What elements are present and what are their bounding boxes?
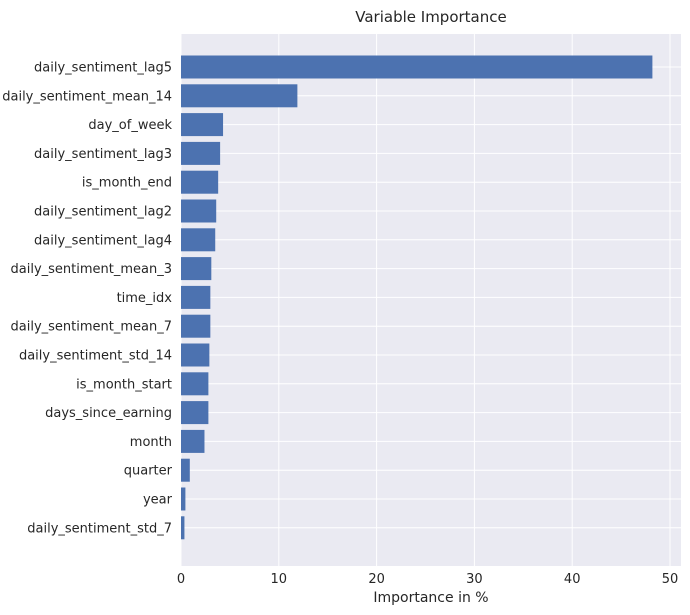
category-label-daily_sentiment_mean_14: daily_sentiment_mean_14	[2, 89, 172, 104]
bar-daily_sentiment_lag5	[181, 55, 653, 79]
bar-quarter	[181, 458, 190, 482]
x-tick-label-40: 40	[564, 572, 581, 587]
bar-daily_sentiment_lag3	[181, 141, 221, 165]
category-label-daily_sentiment_lag3: daily_sentiment_lag3	[34, 147, 172, 162]
bar-daily_sentiment_std_14	[181, 343, 210, 367]
x-tick-label-30: 30	[466, 572, 483, 587]
category-label-daily_sentiment_std_7: daily_sentiment_std_7	[27, 521, 172, 536]
bar-daily_sentiment_mean_7	[181, 314, 211, 338]
plot-background	[181, 34, 681, 566]
bar-is_month_start	[181, 372, 209, 396]
bar-month	[181, 429, 205, 453]
category-label-quarter: quarter	[124, 464, 173, 479]
bar-day_of_week	[181, 113, 224, 137]
bar-daily_sentiment_mean_14	[181, 84, 298, 108]
grid-lines	[180, 34, 681, 566]
x-tick-label-0: 0	[177, 572, 185, 587]
category-label-daily_sentiment_std_14: daily_sentiment_std_14	[19, 349, 172, 364]
category-labels: daily_sentiment_lag5 daily_sentiment_mean…	[2, 61, 172, 537]
category-label-days_since_earning: days_since_earning	[45, 406, 172, 421]
category-label-is_month_end: is_month_end	[82, 176, 172, 191]
bar-is_month_end	[181, 170, 219, 194]
bar-daily_sentiment_std_7	[181, 516, 185, 540]
category-label-day_of_week: day_of_week	[88, 118, 172, 133]
category-label-daily_sentiment_lag2: daily_sentiment_lag2	[34, 205, 172, 220]
bar-days_since_earning	[181, 401, 209, 425]
category-label-month: month	[130, 435, 172, 450]
category-label-time_idx: time_idx	[117, 291, 173, 306]
category-label-daily_sentiment_lag5: daily_sentiment_lag5	[34, 61, 172, 76]
category-label-daily_sentiment_mean_3: daily_sentiment_mean_3	[11, 262, 173, 277]
category-label-year: year	[143, 493, 173, 508]
category-label-is_month_start: is_month_start	[76, 377, 172, 392]
x-tick-label-10: 10	[271, 572, 288, 587]
bars	[181, 55, 653, 540]
x-tick-labels: 0 10 20 30 40 50	[177, 572, 678, 587]
bar-time_idx	[181, 285, 211, 309]
bar-year	[181, 487, 186, 511]
x-axis-title: Importance in %	[373, 590, 488, 606]
category-label-daily_sentiment_mean_7: daily_sentiment_mean_7	[11, 320, 173, 335]
x-tick-label-20: 20	[368, 572, 385, 587]
x-tick-label-50: 50	[662, 572, 679, 587]
chart-title: Variable Importance	[355, 8, 506, 26]
category-label-daily_sentiment_lag4: daily_sentiment_lag4	[34, 233, 172, 248]
bar-daily_sentiment_lag4	[181, 228, 216, 252]
bar-daily_sentiment_mean_3	[181, 257, 212, 281]
bar-daily_sentiment_lag2	[181, 199, 217, 223]
